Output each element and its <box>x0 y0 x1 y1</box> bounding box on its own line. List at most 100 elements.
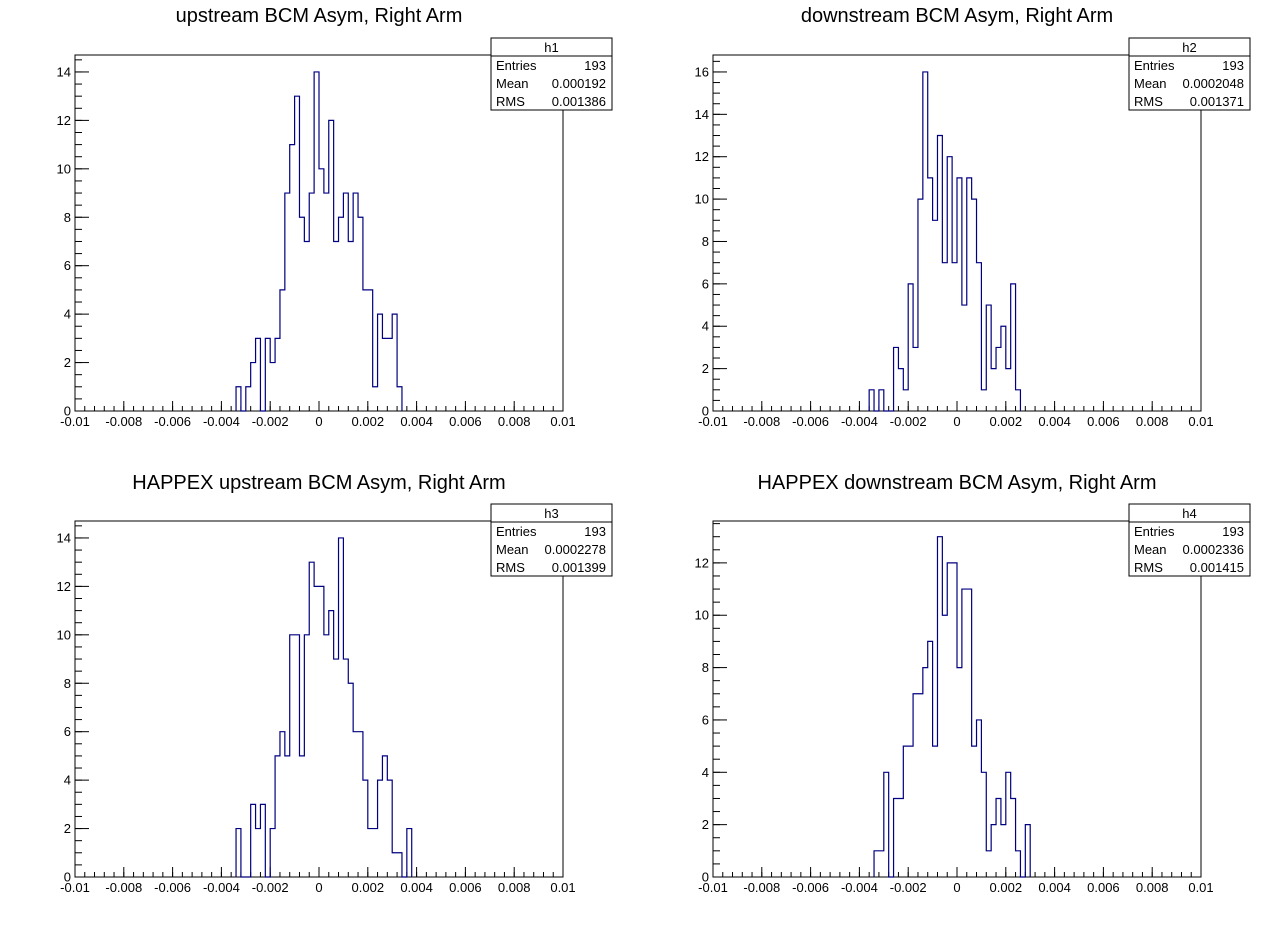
histogram-bin <box>260 804 265 877</box>
histogram-bin <box>996 798 1001 877</box>
stats-value: 0.001386 <box>552 94 606 109</box>
histogram-bin <box>363 290 368 411</box>
x-tick-label: -0.01 <box>60 414 90 429</box>
histogram-bin <box>1016 390 1021 411</box>
y-tick-label: 6 <box>702 276 709 291</box>
stats-box-frame <box>1128 37 1251 111</box>
y-tick-label: 2 <box>64 355 71 370</box>
y-tick-label: 10 <box>695 608 709 623</box>
histogram-bin <box>324 635 329 877</box>
y-tick-label: 6 <box>64 724 71 739</box>
histogram-bin <box>996 347 1001 411</box>
plot-frame <box>74 520 564 878</box>
histogram-bin <box>285 756 290 877</box>
histogram-bin <box>265 338 270 411</box>
histogram-bin <box>348 241 353 411</box>
histogram-bin <box>353 732 358 877</box>
stats-value: 0.0002278 <box>545 542 606 557</box>
stats-label: Mean <box>496 76 529 91</box>
histogram-panel-1: upstream BCM Asym, Right Arm-0.01 -0.008-… <box>57 5 613 429</box>
histogram-bin <box>314 586 319 877</box>
histogram-bin <box>1006 369 1011 411</box>
x-tick-label: -0.002 <box>252 414 289 429</box>
stats-label: Entries <box>496 524 537 539</box>
histogram-bin <box>319 586 324 877</box>
stats-value: 0.0002336 <box>1183 542 1244 557</box>
histogram-bin <box>952 563 957 877</box>
histogram-bin <box>957 668 962 877</box>
histogram-bin <box>348 683 353 877</box>
histogram-panel-2: downstream BCM Asym, Right Arm -0.01 -0.00… <box>695 5 1251 429</box>
chart-title: downstream BCM Asym, Right Arm <box>801 5 1113 27</box>
stats-label: Entries <box>1134 524 1175 539</box>
x-tick-label: 0.01 <box>550 414 575 429</box>
histogram-outline <box>235 71 403 412</box>
histogram-bin <box>898 369 903 411</box>
stats-label: Mean <box>1134 542 1167 557</box>
histogram-bin <box>339 217 344 411</box>
x-tick-label: 0.002 <box>990 880 1023 895</box>
y-tick-label: 8 <box>64 210 71 225</box>
x-tick-label: 0 <box>953 414 960 429</box>
histogram-bin <box>334 659 339 877</box>
x-tick-label: -0.008 <box>105 880 142 895</box>
histogram-bin <box>378 314 383 411</box>
histogram-bin <box>942 615 947 877</box>
stats-value: 193 <box>584 58 606 73</box>
histogram-bin <box>358 217 363 411</box>
histogram-bin <box>304 635 309 877</box>
histogram-bin <box>382 338 387 411</box>
x-tick-label: -0.004 <box>841 880 878 895</box>
histogram-bin <box>894 347 899 411</box>
histogram-bin <box>962 305 967 411</box>
y-tick-label: 10 <box>57 627 71 642</box>
histogram-bin <box>884 772 889 877</box>
histogram-bin <box>947 157 952 411</box>
histogram-bin <box>368 290 373 411</box>
x-tick-label: 0.002 <box>990 414 1023 429</box>
histogram-bin <box>251 363 256 411</box>
histogram-bin <box>397 387 402 411</box>
stats-label: Mean <box>1134 76 1167 91</box>
stats-box: h3 Entries 193 Mean 0.0002278 RMS 0.001399 <box>490 503 613 577</box>
histogram-bin <box>913 694 918 877</box>
histogram-bin <box>908 746 913 877</box>
x-tick-label: -0.004 <box>841 414 878 429</box>
x-tick-label: -0.006 <box>792 880 829 895</box>
histogram-bin <box>256 338 261 411</box>
histogram-bin <box>894 798 899 877</box>
histogram-bin <box>236 387 241 411</box>
x-tick-label: -0.008 <box>743 414 780 429</box>
stats-label: Entries <box>1134 58 1175 73</box>
stats-name: h2 <box>1182 40 1196 55</box>
histogram-bin <box>373 387 378 411</box>
histogram-bin <box>295 96 300 411</box>
stats-box: h4 Entries 193 Mean 0.0002336 RMS 0.001415 <box>1128 503 1251 577</box>
histogram-bin <box>967 178 972 411</box>
histogram-bin <box>874 851 879 877</box>
y-tick-label: 4 <box>64 307 71 322</box>
histogram-bin <box>957 178 962 411</box>
x-tick-label: 0.004 <box>1038 880 1071 895</box>
stats-box: h1 Entries 193 Mean 0.000192 RMS 0.001386 <box>490 37 613 111</box>
histogram-bin <box>319 169 324 411</box>
histogram-bin <box>275 756 280 877</box>
histogram-bin <box>977 720 982 877</box>
histogram-bin <box>1016 851 1021 877</box>
histogram-bin <box>908 284 913 411</box>
histogram-bin <box>397 853 402 877</box>
chart-title: HAPPEX upstream BCM Asym, Right Arm <box>132 472 505 494</box>
stats-box-frame <box>490 37 613 111</box>
y-tick-label: 16 <box>695 64 709 79</box>
histogram-bin <box>392 314 397 411</box>
histogram-bin <box>879 851 884 877</box>
histogram-bin <box>363 780 368 877</box>
x-tick-label: -0.008 <box>743 880 780 895</box>
histogram-bin <box>972 746 977 877</box>
histogram-bin <box>353 193 358 411</box>
histogram-bin <box>368 829 373 877</box>
stats-label: RMS <box>1134 94 1163 109</box>
histogram-bin <box>275 338 280 411</box>
histogram-bin <box>270 363 275 411</box>
stats-value: 0.0002048 <box>1183 76 1244 91</box>
